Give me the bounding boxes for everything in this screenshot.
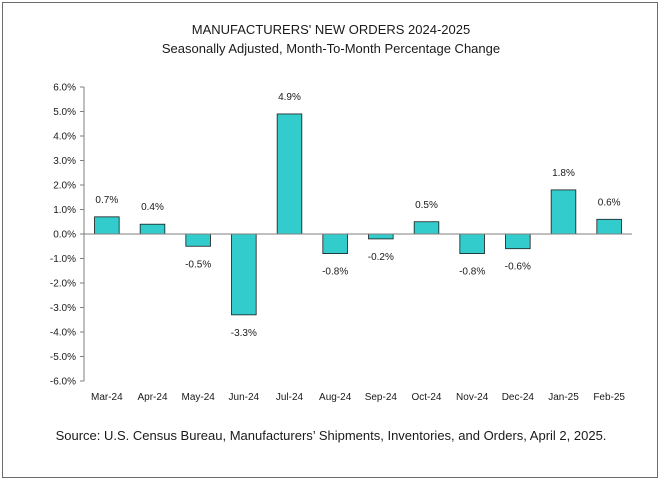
data-label: 1.8% <box>552 168 575 179</box>
data-label: 0.4% <box>141 202 164 213</box>
data-label: 0.5% <box>415 200 438 211</box>
bar <box>550 189 577 235</box>
bar <box>139 223 166 235</box>
y-tick-label: -4.0% <box>50 328 76 339</box>
chart-title: MANUFACTURERS' NEW ORDERS 2024-2025 <box>191 22 471 37</box>
data-label: -0.2% <box>368 252 394 263</box>
data-label: -0.5% <box>185 259 211 270</box>
x-tick-label: Jan-25 <box>548 392 579 403</box>
x-tick-label: Nov-24 <box>456 392 489 403</box>
x-tick-label: Aug-24 <box>319 392 352 403</box>
bar <box>185 233 211 247</box>
y-tick-label: 0.0% <box>53 230 76 241</box>
y-axis: 6.0% 5.0% 4.0% 3.0% 2.0% 1.0% 0.0% -1.0% -2.0% -3… <box>50 83 85 388</box>
x-tick-label: May-24 <box>181 392 215 403</box>
bar <box>276 113 303 235</box>
bar <box>94 216 120 235</box>
y-tick-label: -3.0% <box>50 303 76 314</box>
chart-subtitle: Seasonally Adjusted, Month-To-Month Perc… <box>161 41 501 56</box>
data-label: -0.8% <box>459 267 485 278</box>
x-tick-label: Dec-24 <box>502 392 535 403</box>
bar <box>413 221 440 235</box>
source-note: Source: U.S. Census Bureau, Manufacturer… <box>55 428 607 443</box>
y-tick-label: 5.0% <box>53 107 76 118</box>
y-tick-label: -1.0% <box>50 254 76 265</box>
y-tick-label: 4.0% <box>53 132 76 143</box>
x-tick-label: Apr-24 <box>137 392 167 403</box>
bars: 0.7% 0.4% -0.5% -3.3% 4.9% -0.8% -0.2% 0.5% -0.8… <box>94 92 622 339</box>
x-tick-label: Sep-24 <box>365 392 398 403</box>
bar <box>596 218 622 235</box>
y-tick-label: -5.0% <box>50 352 76 363</box>
x-tick-label: Feb-25 <box>593 392 625 403</box>
y-tick-label: 6.0% <box>53 83 76 94</box>
bar <box>505 233 531 250</box>
x-tick-label: Jun-24 <box>229 392 260 403</box>
data-label: 0.7% <box>95 195 118 206</box>
bar <box>322 233 348 255</box>
x-tick-label: Jul-24 <box>276 392 304 403</box>
x-tick-label: Oct-24 <box>411 392 441 403</box>
data-label: 0.6% <box>598 197 621 208</box>
bar <box>368 233 394 240</box>
data-label: -3.3% <box>231 328 257 339</box>
y-tick-label: 2.0% <box>53 181 76 192</box>
data-label: 4.9% <box>278 92 301 103</box>
bar <box>231 233 257 316</box>
y-tick-label: 1.0% <box>53 205 76 216</box>
data-label: -0.6% <box>505 262 531 273</box>
data-label: -0.8% <box>322 267 348 278</box>
y-tick-label: -2.0% <box>50 279 76 290</box>
x-axis: Mar-24 Apr-24 May-24 Jun-24 Jul-24 Aug-24 Sep-… <box>84 233 632 403</box>
bar <box>459 233 485 255</box>
y-tick-label: -6.0% <box>50 377 76 388</box>
y-tick-label: 3.0% <box>53 156 76 167</box>
x-tick-label: Mar-24 <box>91 392 123 403</box>
